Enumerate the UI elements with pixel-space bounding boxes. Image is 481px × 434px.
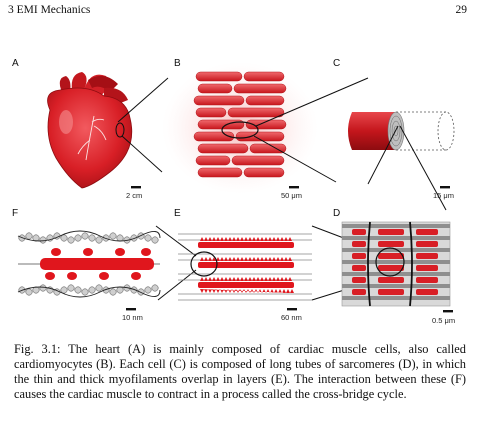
panel-e-myofilaments: E 60 nm xyxy=(174,208,371,322)
myosin-filament xyxy=(40,248,154,280)
zoom-line-b-c-top xyxy=(255,77,369,127)
sarcomere-red-segments xyxy=(352,229,438,295)
panel-b-cardiomyocytes: B 50 μm xyxy=(162,58,369,200)
panel-letter-f: F xyxy=(12,208,18,219)
thick-filaments xyxy=(198,242,294,288)
scale-bar-d xyxy=(443,310,453,313)
actin-filament-bottom xyxy=(18,284,159,296)
page-number: 29 xyxy=(455,4,468,16)
zoom-line-a-b-bottom xyxy=(121,135,163,173)
myosin-heads xyxy=(200,237,294,293)
panel-f-cross-bridge: F 10 nm xyxy=(12,208,197,322)
zoom-circle-b xyxy=(221,121,259,139)
scale-label-b: 50 μm xyxy=(281,191,302,200)
panel-c-cell: C 15 μm xyxy=(333,58,455,211)
scale-bar-e xyxy=(287,308,297,311)
heart-illustration xyxy=(47,72,133,189)
scale-bar-b xyxy=(289,186,299,189)
zoom-line-e-f-top xyxy=(155,225,197,257)
zoom-line-e-f-bottom xyxy=(157,269,197,301)
actin-filament-top xyxy=(18,232,159,244)
scale-bar-a xyxy=(131,186,141,189)
muscle-cells xyxy=(193,71,287,178)
zoom-circle-d xyxy=(375,247,405,277)
panel-letter-b: B xyxy=(174,58,181,69)
scale-label-d: 0.5 μm xyxy=(432,316,455,325)
figure-caption: Fig. 3.1: The heart (A) is mainly compos… xyxy=(14,342,466,401)
zoom-line-c-d-right xyxy=(399,125,447,211)
zoom-line-c-d-left xyxy=(367,125,399,185)
z-discs xyxy=(367,221,413,307)
sarcomere-bands xyxy=(342,224,450,300)
panel-d-sarcomeres: D 0.5 μm xyxy=(333,208,455,325)
scale-label-a: 2 cm xyxy=(126,191,142,200)
scale-label-f: 10 nm xyxy=(122,313,143,322)
zoom-circle-e xyxy=(190,251,218,277)
figure-3-1: A 2 cm B xyxy=(12,58,455,325)
panel-letter-e: E xyxy=(174,208,181,219)
scale-bar-c xyxy=(440,186,450,189)
zoom-line-b-c-bottom xyxy=(253,135,337,183)
scale-label-c: 15 μm xyxy=(433,191,454,200)
panel-letter-a: A xyxy=(12,58,19,69)
zoom-line-a-b-top xyxy=(117,77,169,123)
panel-letter-c: C xyxy=(333,58,340,69)
scale-label-e: 60 nm xyxy=(281,313,302,322)
panel-letter-d: D xyxy=(333,208,340,219)
running-header-chapter: 3 EMI Mechanics xyxy=(8,4,91,16)
panel-a-heart: A 2 cm xyxy=(12,58,169,200)
scale-bar-f xyxy=(126,308,136,311)
zoom-circle-a xyxy=(115,122,125,138)
